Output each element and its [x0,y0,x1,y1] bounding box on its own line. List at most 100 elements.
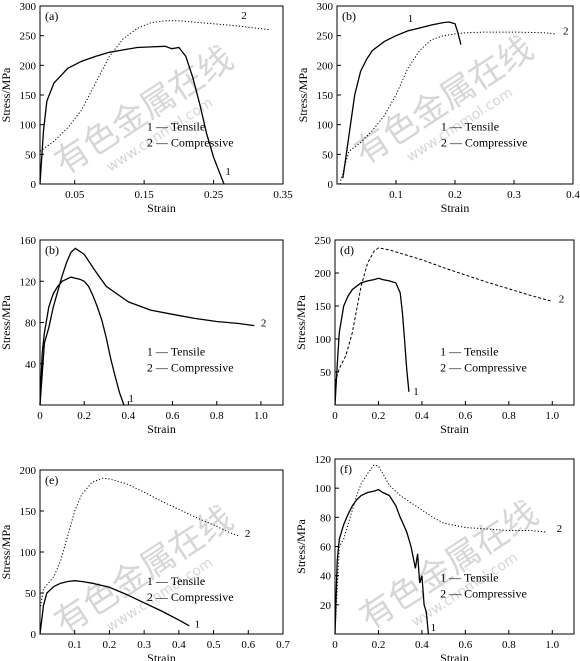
x-tick-label: 0.5 [207,639,221,651]
chart-panel-3: 0 0.2 0.4 0.6 0.8 1.0 40 80 120 160 Strain Stress/M… [0,235,284,436]
curve-label: 2 [563,25,569,37]
y-axis-label: Stress/MPa [0,524,13,579]
x-tick-label: 1.0 [254,410,268,422]
legend-entry: 2 — Compressive [147,361,234,375]
y-tick-label: 300 [20,1,37,13]
legend: 1 — Tensile 2 — Compressive [147,574,234,604]
x-tick-label: 0.2 [103,639,117,651]
x-tick-label: 0.4 [415,639,429,651]
y-tick-label: 160 [20,235,37,247]
y-axis-label: Stress/MPa [0,67,13,122]
legend-entry: 2 — Compressive [440,361,527,375]
panel-tag: (d) [340,243,354,257]
y-tick-label: 40 [320,571,332,583]
y-tick-label: 250 [315,235,332,247]
curve-label: 2 [245,528,251,540]
legend-entry: 1 — Tensile [441,120,499,134]
legend-entry: 1 — Tensile [147,574,205,588]
x-axis-label: Strain [441,201,470,215]
x-tick-label: 0.05 [65,189,85,201]
y-tick-label: 40 [25,359,37,371]
x-axis-label: Strain [147,651,176,661]
y-tick-label: 100 [20,120,37,132]
series-line-1 [334,488,430,635]
legend: 1 — Tensile 2 — Compressive [441,120,528,150]
x-tick-label: 0.6 [458,410,472,422]
chart-panel-5: 0.1 0.2 0.3 0.4 0.5 0.6 0.7 0 50 100 150 200 Strain S… [0,465,290,661]
y-tick-label: 150 [20,506,37,518]
x-tick-label: 0.6 [241,639,255,651]
series-line-2 [39,20,270,152]
curve-label: 1 [225,166,231,178]
x-tick-label: 0.2 [372,639,386,651]
chart-panel-2: 0.1 0.2 0.3 0.4 0 50 100 150 200 250 300 Strain Stre… [296,1,580,215]
curve-label: 1 [431,622,437,634]
x-axis-label: Strain [440,651,469,661]
x-tick-label: 0.3 [137,639,151,651]
y-tick-label: 50 [320,367,332,379]
series-line-1 [334,277,410,406]
chart-panel-4: 0 0.2 0.4 0.6 0.8 1.0 50 100 150 200 250 Strain Stre… [294,235,575,436]
x-tick-label: 0.1 [68,639,82,651]
x-tick-label: 0.4 [172,639,186,651]
x-tick-label: 0 [332,639,338,651]
y-tick-label: 50 [322,149,334,161]
y-tick-label: 50 [25,588,37,600]
curve-label: 2 [241,10,247,22]
y-tick-label: 200 [315,268,332,280]
series-line-2 [334,247,553,383]
curve-label: 2 [559,294,565,306]
legend-entry: 2 — Compressive [147,136,234,150]
plot-frame [334,239,575,406]
legend-entry: 2 — Compressive [440,587,527,601]
y-tick-label: 100 [20,547,37,559]
x-tick-label: 0.6 [166,410,180,422]
x-tick-label: 0 [332,410,338,422]
x-axis-label: Strain [440,422,469,436]
x-tick-label: 0.8 [502,639,516,651]
series-line-1 [342,21,462,179]
y-axis-label: Stress/MPa [296,67,310,122]
x-tick-label: 0.7 [276,639,290,651]
series-line-2 [334,464,546,635]
legend-entry: 1 — Tensile [147,120,205,134]
x-tick-label: 0.2 [77,410,91,422]
y-tick-label: 200 [317,60,334,72]
curve-label: 2 [557,523,563,535]
legend-entry: 1 — Tensile [440,571,498,585]
chart-panel-6: 0 0.2 0.4 0.6 0.8 1.0 20 40 60 80 100 120 Strain Stre… [294,454,575,661]
y-tick-label: 100 [317,120,334,132]
x-tick-label: 0.1 [389,189,403,201]
y-tick-label: 120 [20,276,37,288]
y-tick-label: 150 [317,90,334,102]
legend-entry: 1 — Tensile [147,345,205,359]
panel-tag: (a) [45,9,58,23]
y-tick-label: 200 [20,465,37,477]
series-line-2 [39,477,239,610]
curve-label: 1 [194,618,200,630]
legend: 1 — Tensile 2 — Compressive [147,120,234,150]
y-tick-label: 80 [320,512,332,524]
x-tick-label: 0.4 [415,410,429,422]
y-tick-label: 60 [320,542,332,554]
y-tick-label: 80 [25,318,37,330]
y-tick-label: 0 [328,179,334,191]
x-tick-label: 1.0 [545,410,559,422]
curve-label: 1 [413,386,419,398]
series-line-2 [39,247,255,406]
y-tick-label: 300 [317,1,334,13]
series-line-1 [39,580,190,635]
y-axis-label: Stress/MPa [0,294,13,349]
curve-label: 2 [261,318,267,330]
panel-tag: (b) [45,243,59,257]
legend: 1 — Tensile 2 — Compressive [440,345,527,375]
legend: 1 — Tensile 2 — Compressive [440,571,527,601]
x-tick-label: 0.3 [507,189,521,201]
x-tick-label: 1.0 [545,639,559,651]
y-axis-label: Stress/MPa [294,518,308,573]
x-tick-label: 0.4 [566,189,580,201]
y-tick-label: 50 [25,149,37,161]
x-tick-label: 0.8 [210,410,224,422]
series-line-1 [39,45,225,185]
